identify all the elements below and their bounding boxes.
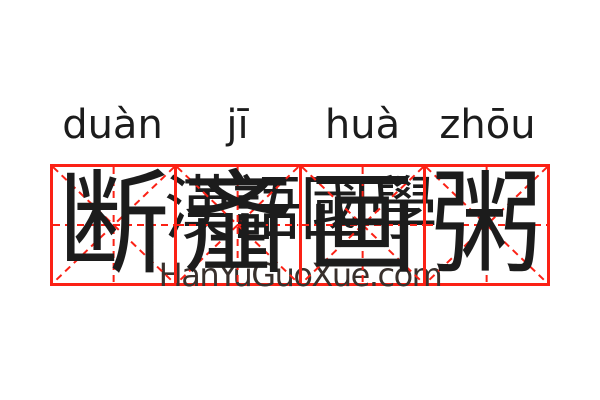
grid-cell-3: 画 [301,160,426,290]
grid-cell-4: 粥 [425,160,547,290]
idiom-character-4: 粥 [430,160,543,290]
cell-guide-lines [53,167,175,283]
character-grid: 漢語國學 HanYuGuoXue.com 断 齑 [50,164,550,291]
idiom-character-1: 断 [57,160,170,290]
grid-cell-2: 齑 [177,160,302,290]
cell-guide-lines [301,167,423,283]
idiom-character-3: 画 [306,160,419,290]
grid-cell-1: 断 [53,160,178,290]
pinyin-syllable-2: jī [226,102,249,148]
idiom-character-2: 齑 [181,160,294,290]
grid-cells: 断 齑 画 [53,167,547,283]
cell-guide-lines [425,167,547,283]
cell-guide-lines [177,167,299,283]
pinyin-syllable-1: duàn [62,102,163,148]
pinyin-syllable-3: huà [324,102,401,148]
pinyin-row: duàn jī huà zhōu [50,103,550,147]
pinyin-syllable-4: zhōu [439,102,536,148]
